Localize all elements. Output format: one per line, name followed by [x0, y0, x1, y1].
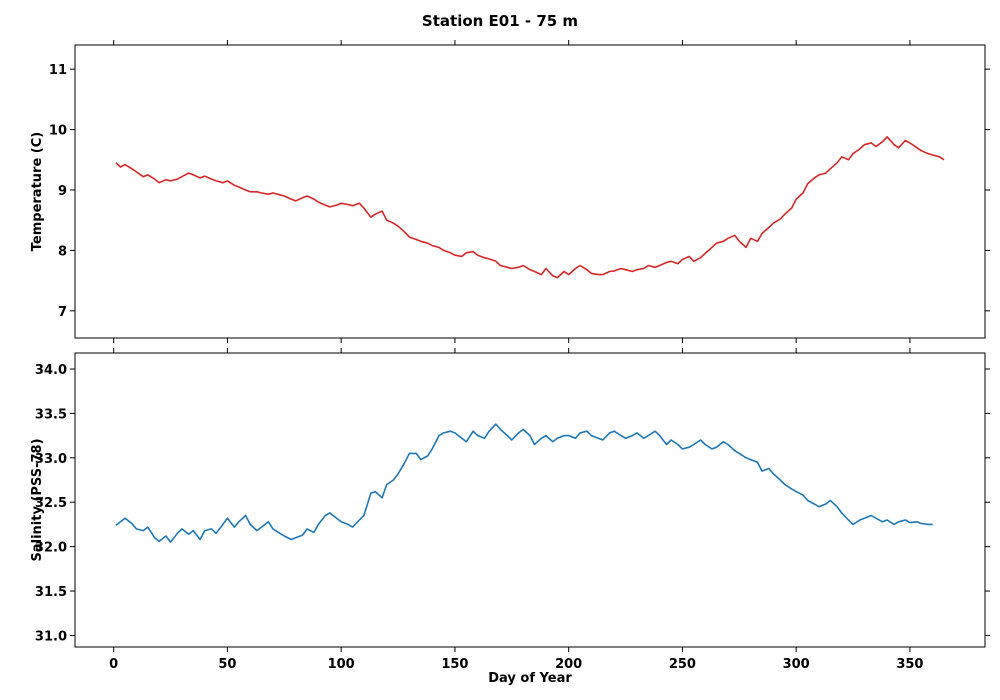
temperature-y-axis-label: Temperature (C) — [30, 132, 45, 251]
salinity-x-tick-label: 300 — [783, 657, 810, 672]
salinity-y-tick-label: 31.0 — [35, 629, 67, 644]
temperature-y-tick-label: 11 — [49, 63, 67, 78]
temperature-y-tick-label: 9 — [58, 184, 67, 199]
salinity-x-tick-label: 350 — [896, 657, 923, 672]
temperature-series — [115, 136, 945, 279]
temperature-axes-frame — [74, 44, 986, 339]
temperature-y-ticks: 7 8 9 10 11 — [49, 63, 990, 320]
salinity-y-tick-label: 32.0 — [35, 541, 67, 556]
salinity-y-ticks: 31.0 31.5 32.0 32.5 33.0 33.5 34.0 — [35, 363, 990, 644]
temperature-y-tick-label: 7 — [58, 305, 67, 320]
salinity-x-tick-label: 250 — [669, 657, 696, 672]
salinity-x-tick-label: 200 — [555, 657, 582, 672]
salinity-x-tick-label: 100 — [328, 657, 355, 672]
salinity-axes-frame — [74, 352, 986, 648]
salinity-x-tick-label: 50 — [218, 657, 236, 672]
salinity-panel: 0 50 100 150 200 250 300 350 31.0 31.5 32.0 32.5 33… — [30, 348, 990, 686]
temperature-y-tick-label: 10 — [49, 124, 67, 139]
salinity-y-tick-label: 31.5 — [35, 585, 67, 600]
salinity-x-tick-label: 150 — [441, 657, 468, 672]
temperature-y-tick-label: 8 — [58, 244, 67, 259]
salinity-y-tick-label: 33.5 — [35, 407, 67, 422]
salinity-y-axis-label: Salinity (PSS-78) — [30, 438, 45, 561]
x-axis-label: Day of Year — [488, 671, 572, 686]
chart-title: Station E01 - 75 m — [422, 12, 578, 30]
temperature-line — [115, 136, 945, 279]
temperature-panel: 7 8 9 10 11 Temperature (C) — [30, 40, 990, 343]
salinity-x-tick-label: 0 — [109, 657, 118, 672]
salinity-y-tick-label: 32.5 — [35, 496, 67, 511]
salinity-line — [115, 423, 933, 543]
salinity-y-tick-label: 33.0 — [35, 452, 67, 467]
temperature-x-ticks — [113, 40, 911, 343]
salinity-y-tick-label: 34.0 — [35, 363, 67, 378]
salinity-series — [115, 423, 933, 543]
salinity-x-ticks: 0 50 100 150 200 250 300 350 — [109, 348, 923, 672]
